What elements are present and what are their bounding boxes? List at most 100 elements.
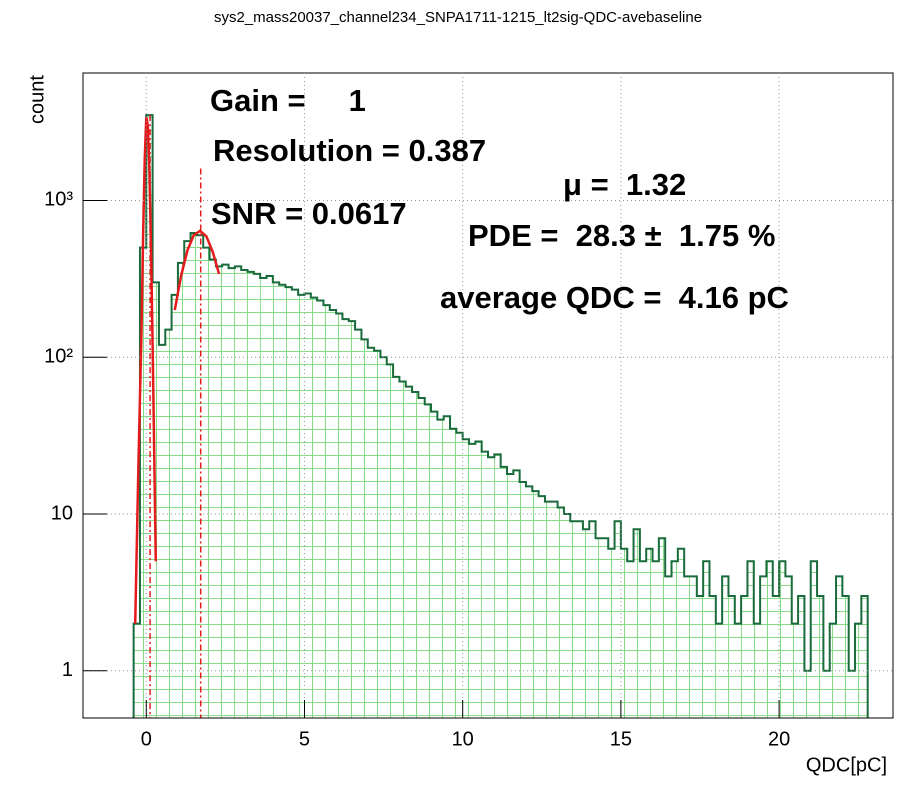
histogram-bin bbox=[627, 561, 634, 718]
histogram-bin bbox=[462, 439, 470, 718]
histogram-bin bbox=[601, 538, 609, 718]
histogram-bin bbox=[519, 482, 526, 718]
histogram-bin bbox=[633, 529, 640, 718]
histogram-bin bbox=[272, 282, 280, 718]
x-tick-label: 0 bbox=[141, 728, 152, 750]
histogram-bin bbox=[500, 466, 507, 718]
histogram-bin bbox=[785, 576, 792, 718]
histogram-bin bbox=[317, 300, 324, 718]
x-axis-label: QDC[pC] bbox=[806, 754, 887, 776]
histogram-bin bbox=[469, 443, 476, 718]
chart-title: sys2_mass20037_channel234_SNPA1711-1215_… bbox=[214, 9, 702, 26]
fit-curve bbox=[133, 116, 158, 624]
histogram-bin bbox=[190, 233, 197, 718]
histogram-bin bbox=[177, 262, 185, 718]
annotation: Resolution = 0.387 bbox=[213, 133, 486, 168]
histogram-bin bbox=[355, 329, 362, 718]
histogram-bin bbox=[665, 576, 672, 718]
y-axis-label: count bbox=[26, 75, 48, 124]
histogram-bin bbox=[437, 419, 444, 718]
histogram-bin bbox=[506, 473, 514, 718]
histogram-bin bbox=[361, 339, 368, 718]
histogram-bin bbox=[576, 521, 583, 718]
histogram-bin bbox=[817, 595, 824, 718]
histogram-bin bbox=[766, 561, 773, 718]
histogram-bin bbox=[494, 454, 501, 718]
histogram-bin bbox=[639, 561, 647, 718]
histogram-bin bbox=[443, 416, 451, 718]
histogram-bin bbox=[203, 247, 210, 718]
fit-curve bbox=[173, 229, 221, 311]
histogram-bin bbox=[184, 241, 191, 718]
histogram-bin bbox=[608, 548, 615, 718]
histogram-bin bbox=[323, 305, 330, 718]
histogram-bin bbox=[260, 278, 267, 718]
histogram-bin bbox=[747, 561, 754, 718]
histogram-bin bbox=[405, 386, 413, 718]
histogram-bin bbox=[829, 623, 837, 718]
histogram-bin bbox=[234, 266, 242, 718]
histogram-bin bbox=[158, 344, 166, 718]
histogram-bin bbox=[760, 576, 767, 718]
histogram-bin bbox=[779, 561, 786, 718]
y-tick-label: 1 bbox=[62, 659, 73, 681]
histogram-bin bbox=[266, 275, 273, 718]
histogram-bin bbox=[810, 561, 818, 718]
histogram-outline bbox=[132, 114, 869, 718]
histogram-bin bbox=[595, 538, 602, 718]
histogram-bin bbox=[684, 576, 691, 718]
histogram-bin bbox=[215, 266, 223, 718]
x-tick-label: 5 bbox=[299, 728, 310, 750]
histogram-bin bbox=[298, 294, 305, 718]
histogram-bin bbox=[367, 347, 375, 718]
histogram-bin bbox=[171, 294, 178, 718]
histogram-bin bbox=[620, 548, 628, 718]
annotation: SNR = 0.0617 bbox=[211, 196, 407, 231]
histogram-bin bbox=[399, 381, 406, 718]
histogram-bin bbox=[481, 451, 488, 718]
histogram-bin bbox=[804, 670, 811, 718]
y-tick-label: 10³ bbox=[44, 189, 73, 211]
histogram-bin bbox=[133, 623, 140, 718]
histogram-bin bbox=[475, 441, 482, 718]
histogram-bin bbox=[658, 538, 666, 718]
histogram-bin bbox=[329, 310, 337, 718]
histogram-bin bbox=[412, 392, 419, 718]
histogram-bin bbox=[709, 595, 716, 718]
histogram-bin bbox=[570, 521, 577, 718]
histogram-bin bbox=[557, 507, 564, 718]
histogram-bin bbox=[418, 397, 425, 718]
histogram-bin bbox=[431, 411, 438, 718]
x-tick-label: 20 bbox=[768, 728, 790, 750]
histogram-bin bbox=[861, 595, 868, 718]
histogram-bin bbox=[728, 595, 735, 718]
histogram-bin bbox=[228, 268, 235, 718]
histogram-bin bbox=[393, 376, 400, 718]
histogram-bin bbox=[146, 115, 153, 718]
x-tick-label: 10 bbox=[452, 728, 474, 750]
annotation: PDE = 28.3 ± 1.75 % bbox=[468, 218, 775, 253]
histogram-bin bbox=[646, 548, 653, 718]
histogram-bin bbox=[551, 501, 558, 718]
histogram-bin bbox=[677, 548, 685, 718]
histogram-bin bbox=[209, 259, 216, 718]
histogram-bin bbox=[304, 293, 311, 718]
histogram-bin bbox=[456, 432, 463, 718]
plot-area bbox=[132, 114, 869, 718]
histogram-bin bbox=[690, 576, 697, 718]
histogram-bin bbox=[253, 273, 261, 718]
histogram-bin bbox=[544, 501, 552, 718]
histogram-bin bbox=[348, 321, 356, 718]
histogram-bin bbox=[285, 287, 292, 718]
annotation: μ = 1.32 bbox=[563, 167, 686, 202]
histogram-bin bbox=[291, 289, 299, 718]
histogram-bin bbox=[342, 319, 349, 718]
histogram-bin bbox=[734, 623, 742, 718]
histogram-bin bbox=[336, 313, 343, 718]
histogram-bin bbox=[374, 350, 381, 718]
histogram-bin bbox=[279, 284, 286, 718]
histogram-bin bbox=[241, 270, 248, 718]
histogram-bin bbox=[513, 470, 520, 718]
histogram-bin bbox=[722, 576, 729, 718]
